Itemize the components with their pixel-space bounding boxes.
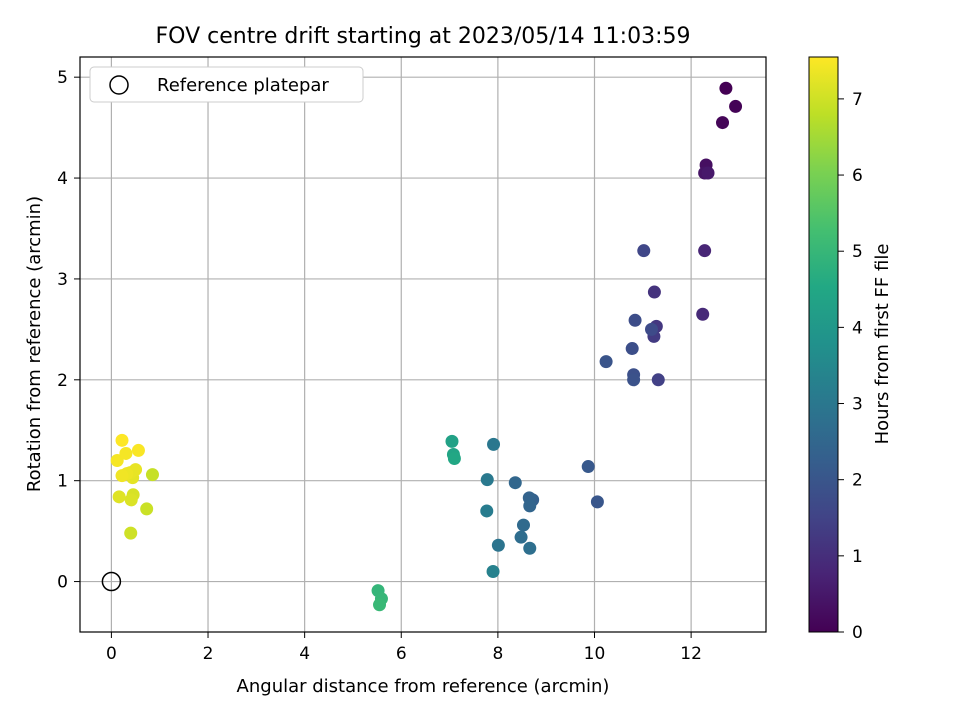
y-tick-label: 1	[57, 472, 68, 492]
x-tick-label: 0	[106, 644, 117, 664]
data-point	[514, 530, 528, 544]
data-point	[698, 244, 712, 258]
data-point	[373, 598, 387, 612]
data-points	[110, 81, 743, 612]
data-point	[110, 454, 124, 468]
colorbar-tick-label: 1	[852, 547, 863, 567]
data-point	[480, 473, 494, 487]
x-tick-label: 4	[299, 644, 310, 664]
colorbar-label: Hours from first FF file	[872, 244, 893, 445]
data-point	[140, 502, 154, 516]
x-tick-label: 12	[680, 644, 702, 664]
y-tick-label: 0	[57, 573, 68, 593]
data-point	[590, 495, 604, 509]
data-point	[445, 434, 459, 448]
legend-marker	[109, 75, 129, 95]
chart-title: FOV centre drift starting at 2023/05/14 …	[156, 24, 691, 49]
y-axis-ticks: 0 1 2 3 4 5	[57, 68, 80, 593]
data-point	[701, 166, 715, 180]
data-point	[729, 99, 743, 113]
data-point	[131, 443, 145, 457]
reference-platepar-marker	[101, 571, 122, 592]
colorbar-tick-label: 3	[852, 395, 863, 415]
colorbar-tick-label: 0	[852, 623, 863, 643]
data-point	[480, 504, 494, 518]
x-axis-ticks: 0 2 4 6 8 10 12	[106, 632, 702, 664]
data-point	[581, 460, 595, 474]
plot-frame	[79, 56, 767, 633]
data-point	[628, 313, 642, 327]
y-tick-label: 5	[57, 68, 68, 88]
colorbar-tick-label: 6	[852, 166, 863, 186]
x-tick-label: 6	[396, 644, 407, 664]
data-point	[599, 355, 613, 369]
data-point	[491, 538, 505, 552]
data-point	[696, 307, 710, 321]
x-tick-label: 2	[203, 644, 214, 664]
data-point	[523, 541, 537, 555]
data-point	[716, 116, 730, 130]
y-tick-label: 2	[57, 371, 68, 391]
data-point	[124, 493, 138, 507]
data-point	[637, 244, 651, 258]
legend: Reference platepar	[89, 66, 364, 103]
data-point	[115, 469, 129, 483]
data-point	[112, 490, 126, 504]
colorbar: 0 1 2 3 4 5 6 7 Hours from first FF file	[808, 56, 893, 643]
data-point	[447, 451, 461, 465]
y-tick-label: 4	[57, 169, 68, 189]
colorbar-tick-label: 4	[852, 318, 863, 338]
colorbar-tick-label: 2	[852, 471, 863, 491]
data-point	[647, 285, 661, 299]
data-point	[145, 468, 159, 482]
data-point	[523, 499, 537, 513]
data-point	[119, 446, 133, 460]
data-point	[627, 373, 641, 387]
data-point	[486, 564, 500, 578]
y-tick-label: 3	[57, 270, 68, 290]
x-tick-label: 8	[492, 644, 503, 664]
colorbar-ticks: 0 1 2 3 4 5 6 7	[838, 90, 863, 643]
data-point	[625, 342, 639, 356]
legend-label: Reference platepar	[157, 75, 329, 96]
y-axis-label: Rotation from reference (arcmin)	[24, 196, 45, 492]
data-point	[124, 526, 138, 540]
data-point	[115, 433, 129, 447]
colorbar-tick-label: 7	[852, 90, 863, 110]
grid	[80, 57, 766, 632]
data-point	[651, 373, 665, 387]
data-point	[487, 437, 501, 451]
x-axis-label: Angular distance from reference (arcmin)	[237, 676, 610, 697]
colorbar-tick-label: 5	[852, 242, 863, 262]
data-point	[645, 322, 659, 336]
x-tick-label: 10	[584, 644, 606, 664]
data-point	[719, 81, 733, 95]
colorbar-gradient	[808, 56, 839, 633]
data-point	[516, 518, 530, 532]
data-point	[508, 476, 522, 490]
